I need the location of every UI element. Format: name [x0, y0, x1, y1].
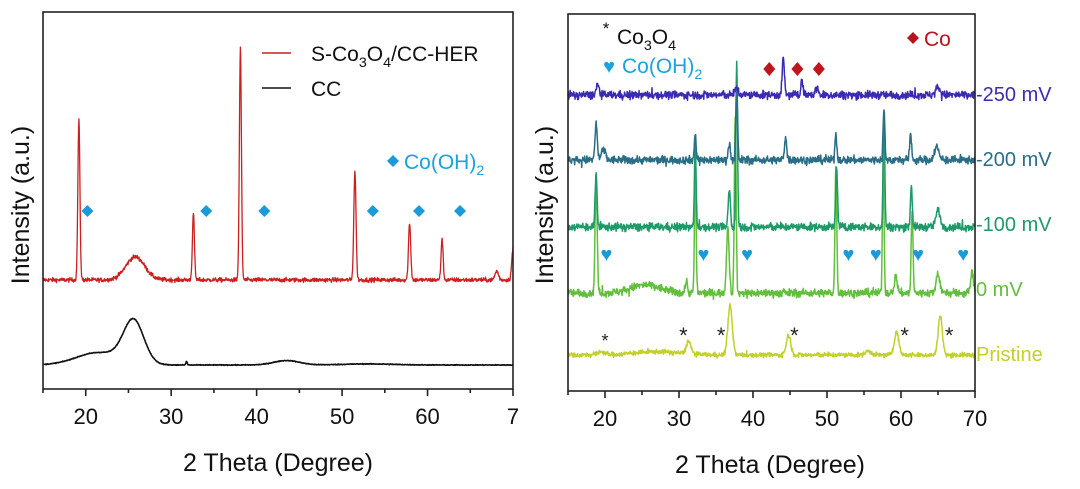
cooh2-heart-marker: ♥: [601, 244, 613, 266]
right-panel: ♥ ♥ ♥ ♥ ♥ ♥ ♥ * * * * * * 20 30 40 50 60 70 Intensity (a.…: [531, 13, 1052, 479]
cooh2-legend-heart-icon: ♥: [603, 56, 615, 78]
co3o4-asterisk-marker: *: [601, 331, 608, 351]
left-x-axis-label: 2 Theta (Degree): [183, 449, 373, 477]
right-series-minus-200mv: [567, 85, 976, 169]
cooh2-heart-marker: ♥: [843, 244, 855, 266]
co3o4-asterisk-marker: *: [679, 323, 688, 348]
right-series-minus-100mv: [567, 60, 976, 233]
co3o4-legend-label: Co3O4: [617, 26, 676, 54]
right-curve-labels: -250 mV -200 mV -100 mV 0 mV Pristine: [976, 84, 1052, 366]
co-legend-diamond-icon: [907, 32, 919, 44]
co-diamond-marker: [812, 62, 825, 76]
cooh2-diamond-marker: [258, 205, 271, 217]
left-series-cc: [42, 317, 514, 367]
left-curves: [42, 46, 514, 367]
cooh2-heart-marker: ♥: [741, 244, 753, 266]
left-plot-frame: [42, 11, 514, 390]
right-y-axis-label: Intensity (a.u.): [531, 126, 559, 284]
cooh2-diamond-marker: [81, 205, 94, 217]
right-series-0mv: [567, 116, 976, 301]
left-markers: [81, 205, 467, 217]
co-diamond-marker: [763, 62, 776, 76]
legend-label-s-co3o4-cc-her: S-Co3O4/CC-HER: [311, 43, 479, 71]
left-x-tick-label: 20: [73, 404, 97, 429]
right-x-tick-label: 70: [963, 406, 987, 431]
co3o4-legend-asterisk-icon: *: [603, 19, 610, 38]
left-x-tick-label: 40: [244, 404, 268, 429]
left-series-s-co3o4-cc-her: [42, 46, 514, 284]
curve-label: -200 mV: [976, 149, 1052, 171]
right-legend: * Co3O4♥ Co(OH)2 Co: [603, 19, 951, 83]
left-legend: S-Co3O4/CC-HER CC: [262, 43, 479, 101]
co3o4-asterisk-marker: *: [900, 323, 909, 348]
cooh2-diamond-marker: [366, 205, 379, 217]
curve-label: -100 mV: [976, 214, 1052, 236]
legend-label-cc: CC: [311, 78, 341, 101]
co3o4-asterisk-marker: *: [945, 323, 954, 348]
right-plot-frame: [567, 13, 976, 392]
co-legend-label: Co: [924, 28, 951, 51]
right-markers: ♥ ♥ ♥ ♥ ♥ ♥ ♥ * * * * * *: [601, 62, 969, 351]
cooh2-diamond-marker: [413, 205, 425, 217]
left-x-tick-label: 30: [159, 404, 183, 429]
right-series-pristine: [567, 302, 976, 359]
right-x-ticks: 20 30 40 50 60 70: [567, 391, 987, 431]
co3o4-asterisk-marker: *: [717, 323, 726, 348]
cooh2-legend-diamond-icon: [387, 155, 399, 167]
left-x-ticks: 20 30 40 50 60 7: [42, 389, 519, 429]
left-x-tick-label: 60: [415, 404, 439, 429]
cooh2-heart-marker: ♥: [697, 244, 709, 266]
left-x-tick-label: 50: [330, 404, 354, 429]
right-x-tick-label: 40: [741, 406, 765, 431]
co3o4-asterisk-marker: *: [790, 323, 799, 348]
right-series-minus-250mv: [567, 56, 976, 102]
cooh2-legend-label: Co(OH)2: [622, 55, 702, 83]
left-panel: 20 30 40 50 60 7 Intensity (a.u.) 2 Theta (De…: [7, 11, 519, 477]
right-x-tick-label: 60: [889, 406, 913, 431]
curve-label: 0 mV: [976, 279, 1023, 301]
right-x-tick-label: 50: [815, 406, 839, 431]
curve-label: -250 mV: [976, 84, 1052, 106]
co-diamond-marker: [791, 62, 804, 76]
right-x-axis-label: 2 Theta (Degree): [675, 451, 865, 479]
cooh2-heart-marker: ♥: [957, 244, 969, 266]
right-x-tick-label: 20: [593, 406, 617, 431]
cooh2-legend-label: Co(OH)2: [404, 151, 484, 179]
cooh2-diamond-marker: [454, 205, 467, 217]
cooh2-heart-marker: ♥: [870, 244, 882, 266]
right-curves: [567, 56, 976, 359]
left-y-axis-label: Intensity (a.u.): [7, 126, 35, 284]
left-x-tick-label: 7: [507, 404, 519, 429]
curve-label: Pristine: [976, 344, 1043, 366]
left-annotation-cooh2: Co(OH)2: [387, 151, 484, 179]
cooh2-diamond-marker: [200, 205, 213, 217]
cooh2-heart-marker: ♥: [912, 244, 924, 266]
right-x-tick-label: 30: [667, 406, 691, 431]
